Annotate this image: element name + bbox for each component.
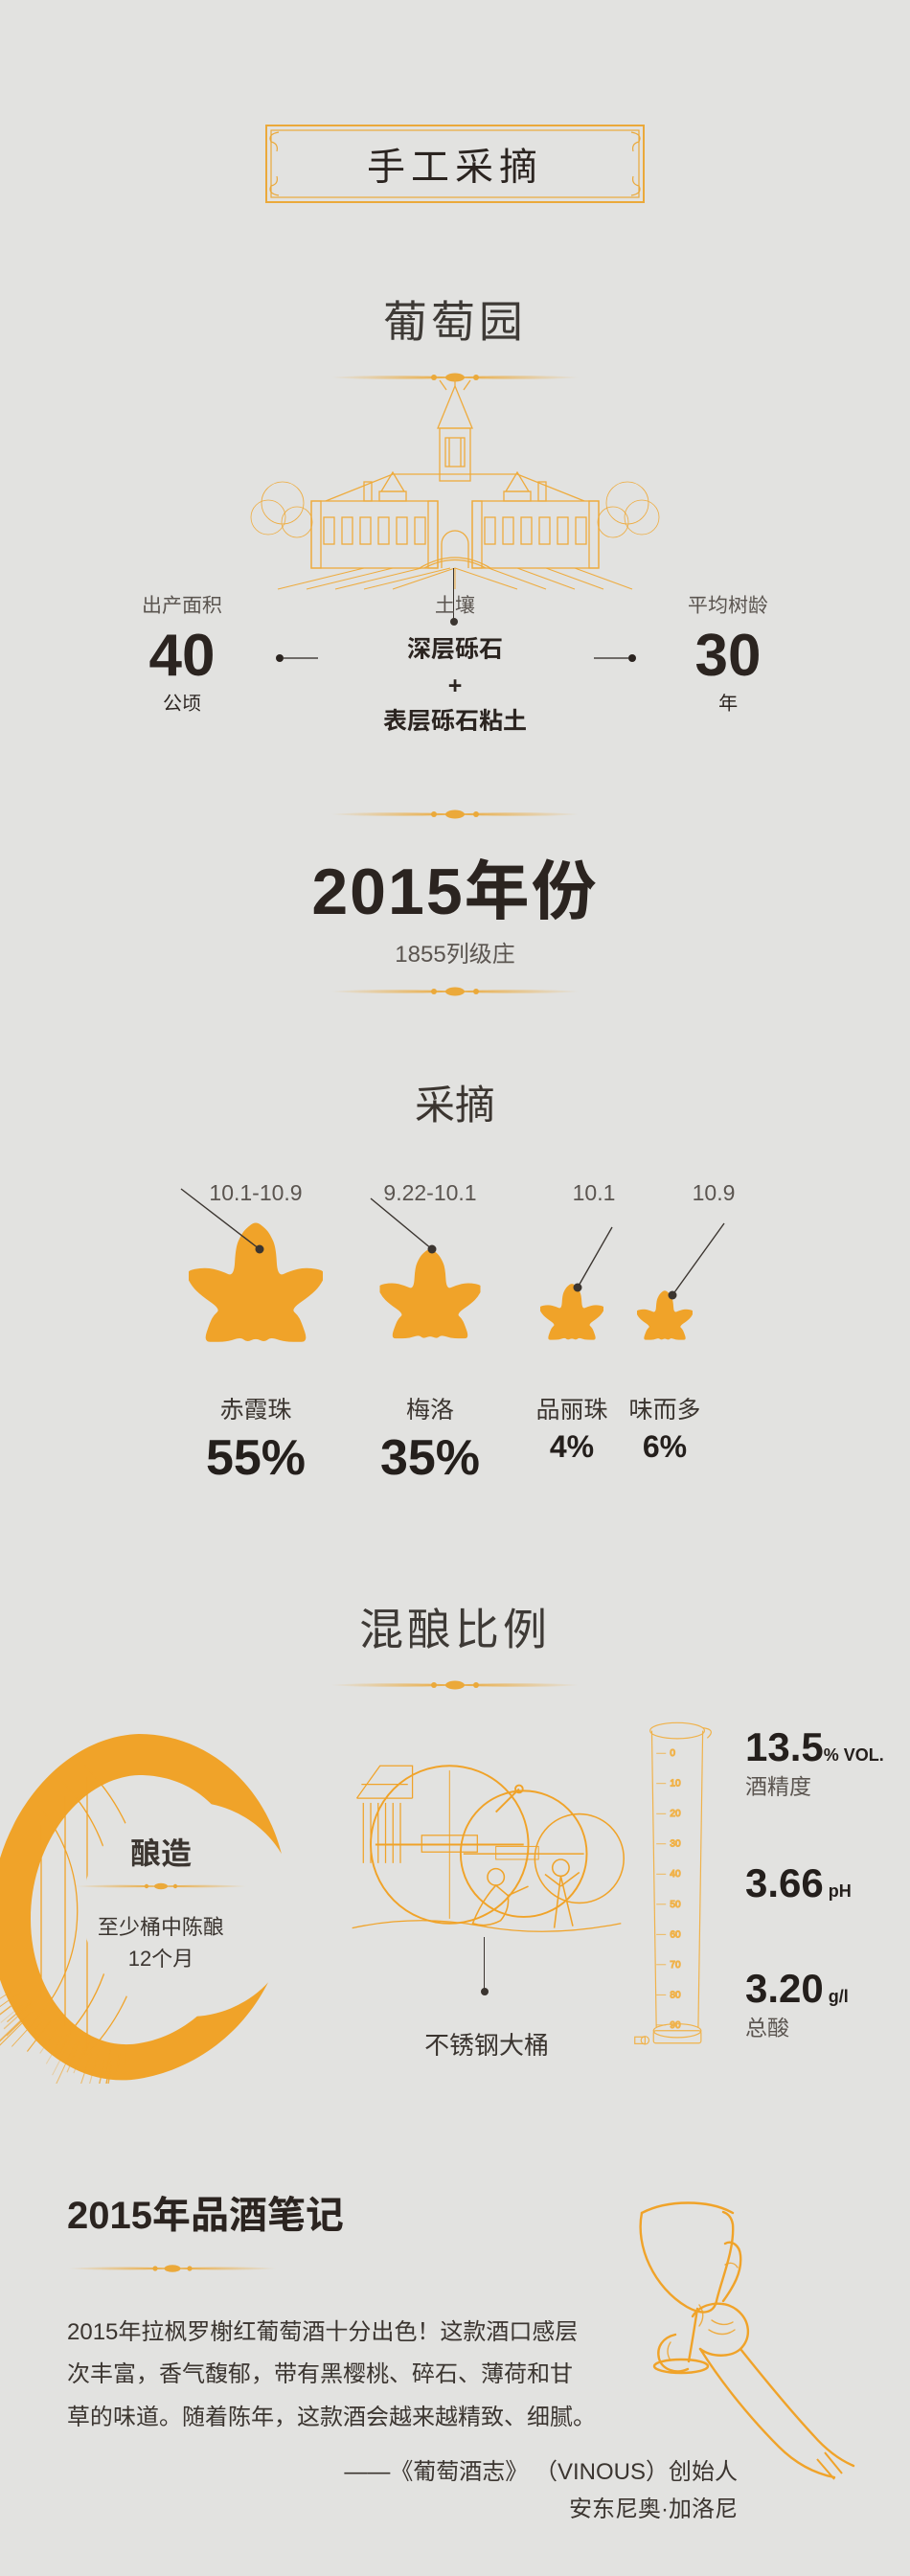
svg-text:10: 10 — [670, 1779, 681, 1790]
svg-text:20: 20 — [670, 1809, 681, 1819]
svg-text:30: 30 — [670, 1839, 681, 1850]
svg-text:50: 50 — [670, 1900, 681, 1910]
svg-text:40: 40 — [670, 1869, 681, 1880]
svg-text:90: 90 — [670, 2020, 681, 2031]
svg-text:70: 70 — [670, 1960, 681, 1971]
svg-text:0: 0 — [670, 1748, 675, 1759]
svg-text:60: 60 — [670, 1929, 681, 1940]
svg-text:80: 80 — [670, 1990, 681, 2000]
